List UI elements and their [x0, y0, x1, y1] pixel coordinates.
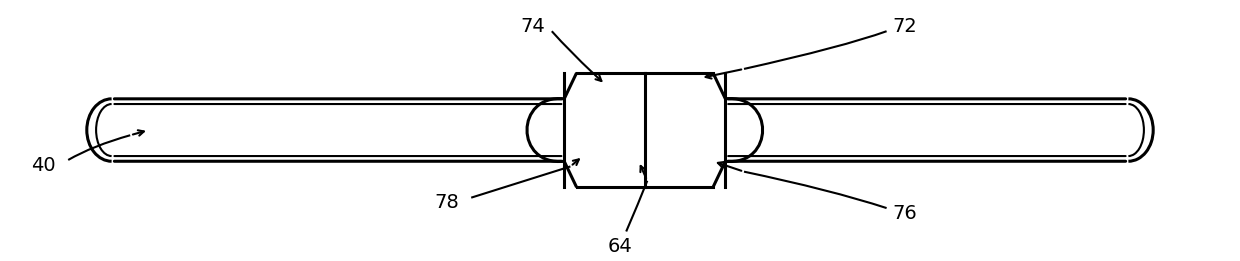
Text: 74: 74	[521, 16, 546, 35]
Text: 64: 64	[608, 237, 632, 256]
Text: 72: 72	[893, 16, 918, 35]
Text: 78: 78	[434, 193, 459, 212]
Text: 40: 40	[31, 156, 56, 175]
Text: 76: 76	[893, 204, 918, 223]
